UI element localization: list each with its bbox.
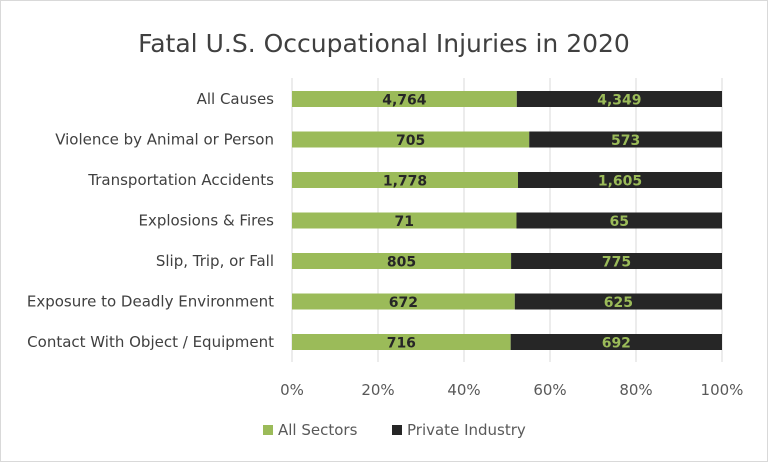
bar-all-sectors bbox=[292, 131, 530, 148]
chart-title: Fatal U.S. Occupational Injuries in 2020 bbox=[138, 29, 630, 58]
bar-all-sectors bbox=[292, 91, 517, 107]
bar-private-industry bbox=[516, 212, 722, 229]
legend-label: Private Industry bbox=[407, 421, 526, 439]
bar-all-sectors bbox=[292, 293, 515, 310]
bar-all-sectors bbox=[292, 172, 518, 188]
x-tick-label: 0% bbox=[280, 381, 304, 399]
data-label: 4,349 bbox=[597, 93, 641, 109]
x-tick-label: 60% bbox=[533, 381, 566, 399]
category-label: Contact With Object / Equipment bbox=[27, 333, 274, 351]
category-label: Transportation Accidents bbox=[87, 171, 274, 189]
data-label: 1,605 bbox=[598, 174, 642, 190]
bar-private-industry bbox=[510, 334, 722, 350]
category-label: All Causes bbox=[197, 90, 275, 108]
category-label: Slip, Trip, or Fall bbox=[156, 252, 274, 270]
bar-all-sectors bbox=[292, 334, 511, 350]
x-tick-label: 40% bbox=[447, 381, 480, 399]
data-label: 65 bbox=[610, 214, 629, 230]
bar-private-industry bbox=[517, 172, 722, 188]
x-tick-label: 20% bbox=[361, 381, 394, 399]
legend-swatch bbox=[392, 425, 402, 435]
legend-swatch bbox=[263, 425, 273, 435]
category-label: Violence by Animal or Person bbox=[55, 131, 274, 149]
bar-private-industry bbox=[529, 131, 722, 148]
data-label: 71 bbox=[395, 214, 414, 230]
data-label: 573 bbox=[611, 133, 640, 149]
data-label: 1,778 bbox=[383, 174, 427, 190]
category-label: Explosions & Fires bbox=[138, 212, 274, 230]
data-label: 805 bbox=[387, 255, 416, 271]
data-label: 672 bbox=[389, 295, 418, 311]
x-tick-label: 80% bbox=[619, 381, 652, 399]
bar-private-industry bbox=[514, 293, 722, 310]
category-label: Exposure to Deadly Environment bbox=[27, 293, 274, 311]
data-label: 775 bbox=[602, 255, 631, 271]
bar-private-industry bbox=[516, 91, 722, 107]
data-label: 705 bbox=[396, 133, 425, 149]
data-label: 4,764 bbox=[382, 93, 427, 109]
data-label: 716 bbox=[387, 336, 416, 352]
bar-all-sectors bbox=[292, 212, 517, 229]
x-tick-label: 100% bbox=[701, 381, 744, 399]
data-label: 692 bbox=[602, 336, 631, 352]
legend-label: All Sectors bbox=[278, 421, 358, 439]
data-label: 625 bbox=[604, 295, 633, 311]
bar-private-industry bbox=[511, 253, 722, 269]
bar-all-sectors bbox=[292, 253, 512, 269]
